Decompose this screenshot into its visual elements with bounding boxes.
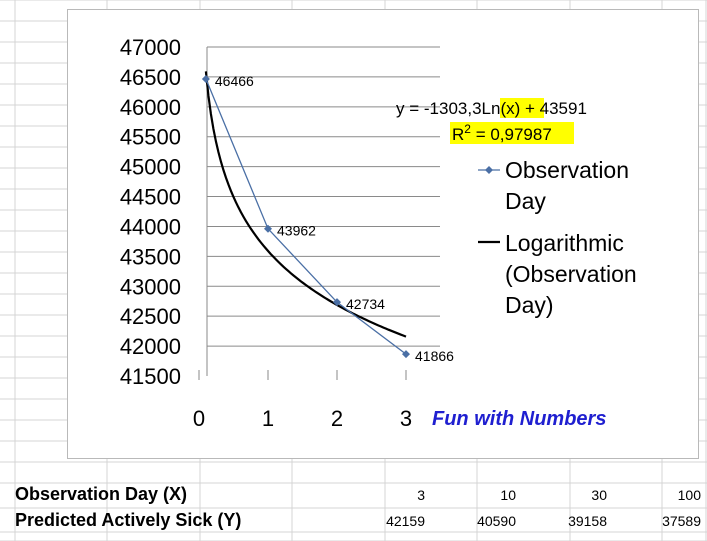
data-point[interactable] — [201, 74, 210, 83]
data-label: 46466 — [215, 73, 254, 89]
table-cell[interactable]: 3 — [417, 487, 425, 503]
table-cell[interactable]: 42159 — [386, 513, 425, 529]
x-tick-label: 2 — [331, 406, 343, 431]
data-label: 41866 — [415, 348, 454, 364]
table-cell[interactable]: 100 — [677, 487, 701, 503]
legend: Observation Day Logarithmic (Observation Da… — [478, 157, 637, 318]
data-point[interactable] — [402, 350, 410, 359]
y-tick-label: 43500 — [120, 244, 181, 269]
y-tick-label: 44000 — [120, 214, 181, 239]
row-label-predicted-sick[interactable]: Predicted Actively Sick (Y) — [15, 510, 242, 530]
y-tick-label: 45000 — [120, 155, 181, 180]
table-cell[interactable]: 30 — [591, 487, 607, 503]
gridlines — [207, 46, 440, 347]
y-tick-label: 47000 — [120, 35, 181, 60]
table-cell[interactable]: 37589 — [662, 513, 701, 529]
y-tick-label: 43000 — [120, 274, 181, 299]
y-axis-ticks: 47000 46500 46000 45500 45000 44500 44000 43500… — [120, 35, 181, 389]
table-cell[interactable]: 10 — [500, 487, 516, 503]
data-label: 43962 — [277, 223, 316, 239]
x-tick-label: 3 — [400, 406, 412, 431]
y-tick-label: 46500 — [120, 65, 181, 90]
brand-label: Fun with Numbers — [432, 408, 606, 430]
trendline — [204, 71, 407, 338]
legend-marker-observation-day — [485, 166, 493, 174]
legend-label-logarithmic: Logarithmic (Observation Day) — [505, 230, 637, 318]
y-tick-label: 44500 — [120, 185, 181, 210]
x-axis-ticks: 0 1 2 3 — [193, 370, 412, 431]
chart-area[interactable] — [67, 9, 699, 459]
y-tick-label: 46000 — [120, 95, 181, 120]
legend-label-observation-day: Observation Day — [505, 157, 629, 214]
data-point[interactable] — [264, 224, 272, 233]
trendline-equation: y = -1303,3Ln(x) + 43591 — [396, 99, 587, 118]
data-labels: 46466 43962 42734 41866 — [215, 73, 454, 364]
x-tick-label: 0 — [193, 406, 205, 431]
row-label-observation-day[interactable]: Observation Day (X) — [15, 484, 188, 504]
y-tick-label: 41500 — [120, 364, 181, 389]
equation-ln-highlight — [500, 98, 544, 118]
data-points — [201, 74, 410, 359]
table-cell[interactable]: 39158 — [568, 513, 607, 529]
data-label: 42734 — [346, 296, 385, 312]
x-tick-label: 1 — [262, 406, 274, 431]
series-line-observation-day — [205, 78, 407, 355]
y-tick-label: 42000 — [120, 334, 181, 359]
y-tick-label: 45500 — [120, 125, 181, 150]
y-tick-label: 42500 — [120, 304, 181, 329]
table-cell[interactable]: 40590 — [477, 513, 516, 529]
data-point[interactable] — [333, 298, 341, 307]
r-squared-label: R2 = 0,97987 — [452, 122, 552, 144]
r2-highlight — [450, 122, 574, 144]
